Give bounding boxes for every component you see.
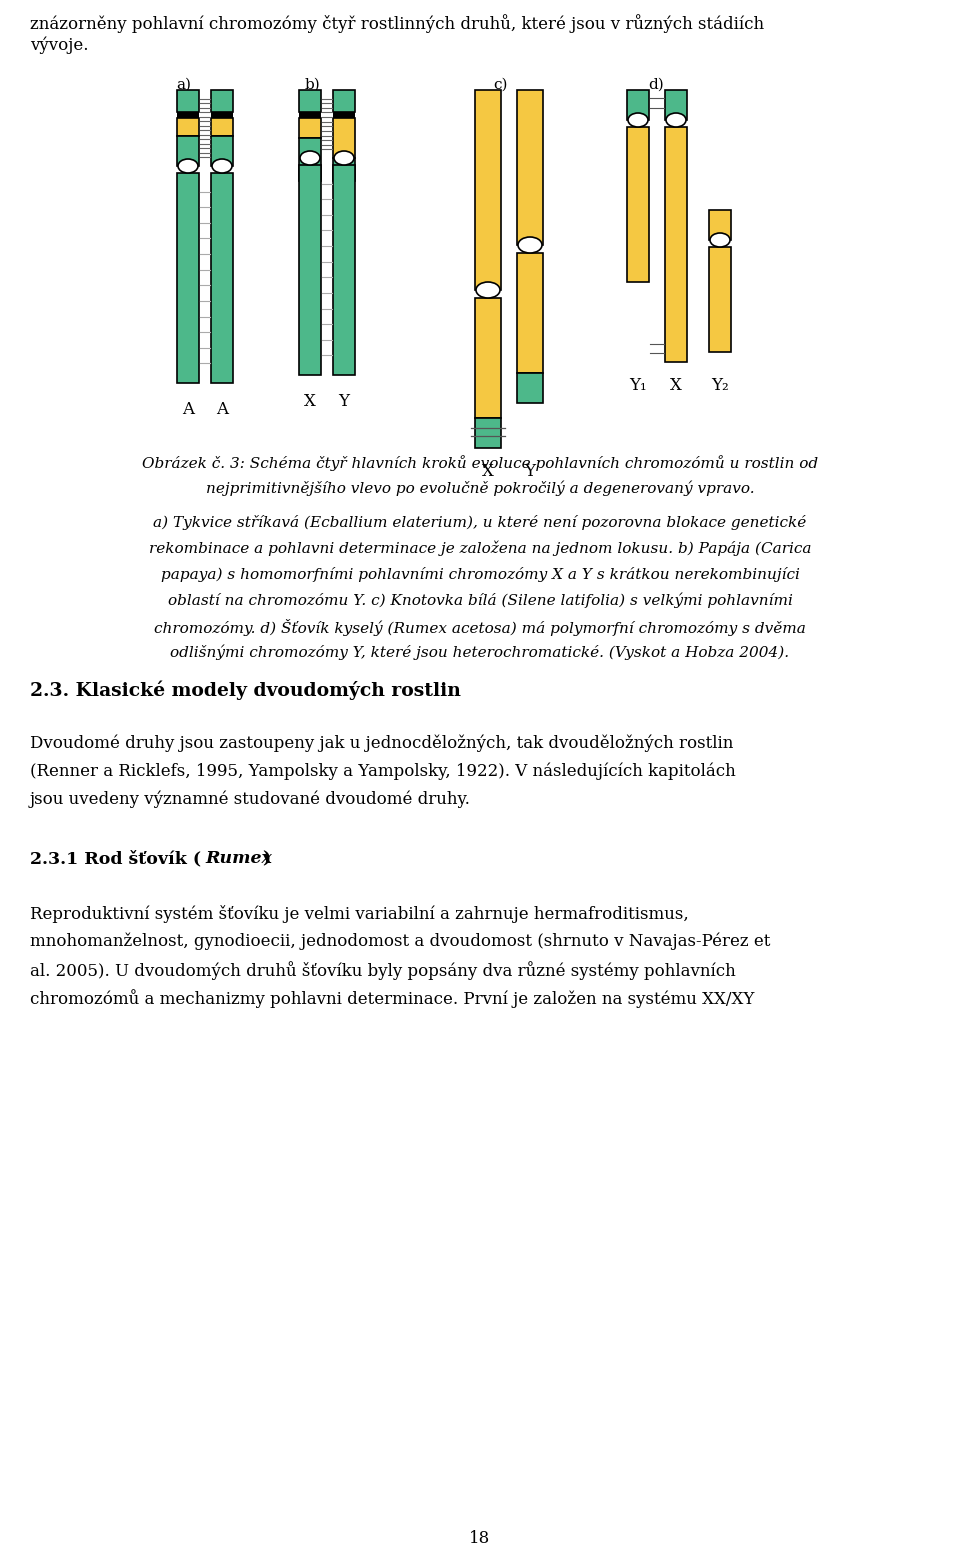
Bar (299, 113, 321, 117)
Text: a) Tykvice stříkavá (Ecballium elaterium), u které není pozorovna blokace geneti: a) Tykvice stříkavá (Ecballium elaterium… (154, 514, 806, 530)
Text: (Renner a Ricklefs, 1995, Yampolsky a Yampolsky, 1922). V následujících kapitolá: (Renner a Ricklefs, 1995, Yampolsky a Ya… (30, 763, 735, 780)
Bar (299, 138, 321, 181)
Bar (333, 91, 355, 113)
Text: oblastí na chromozómu Y. c) Knotovka bílá (Silene latifolia) s velkými pohlavním: oblastí na chromozómu Y. c) Knotovka bíl… (168, 592, 792, 608)
Bar (665, 127, 687, 363)
Text: X: X (670, 377, 682, 394)
Text: d): d) (648, 78, 663, 92)
Text: chromozómů a mechanizmy pohlavni determinace. První je založen na systému XX/XY: chromozómů a mechanizmy pohlavni determi… (30, 989, 755, 1008)
Bar (211, 117, 233, 136)
Bar (709, 247, 731, 352)
Ellipse shape (518, 238, 542, 253)
Text: Rumex: Rumex (205, 850, 272, 867)
Text: nejprimitivnějšího vlevo po evolučně pokročilý a degenerovaný vpravo.: nejprimitivnějšího vlevo po evolučně pok… (205, 481, 755, 497)
Bar (517, 374, 543, 403)
Text: Y₂: Y₂ (711, 377, 729, 394)
Text: Reproduktivní systém šťovíku je velmi variabilní a zahrnuje hermafroditismus,: Reproduktivní systém šťovíku je velmi va… (30, 905, 688, 924)
Bar (709, 209, 731, 241)
Text: Dvoudomé druhy jsou zastoupeny jak u jednocděložných, tak dvouděložných rostlin: Dvoudomé druhy jsou zastoupeny jak u jed… (30, 735, 733, 752)
Bar (333, 113, 355, 117)
Bar (665, 91, 687, 120)
Text: Y: Y (524, 463, 536, 480)
Bar (517, 91, 543, 245)
Text: znázorněny pohlavní chromozómy čtyř rostlinných druhů, které jsou v různých stád: znázorněny pohlavní chromozómy čtyř rost… (30, 14, 764, 33)
Text: 18: 18 (469, 1530, 491, 1547)
Bar (475, 91, 501, 291)
Text: 2.3.1 Rod šťovík (: 2.3.1 Rod šťovík ( (30, 850, 202, 867)
Text: chromozómy. d) Šťovík kyselý (Rumex acetosa) má polymorfní chromozómy s dvěma: chromozómy. d) Šťovík kyselý (Rumex acet… (154, 619, 806, 636)
Bar (627, 91, 649, 120)
Text: 2.3. Klasické modely dvoudomých rostlin: 2.3. Klasické modely dvoudomých rostlin (30, 680, 461, 700)
Text: papaya) s homomorfními pohlavními chromozómy X a Y s krátkou nerekombinujíci: papaya) s homomorfními pohlavními chromo… (160, 567, 800, 581)
Text: Obrázek č. 3: Schéma čtyř hlavních kroků evoluce pohlavních chromozómů u rostlin: Obrázek č. 3: Schéma čtyř hlavních kroků… (142, 455, 818, 470)
Ellipse shape (212, 159, 232, 173)
Bar (627, 127, 649, 281)
Bar (475, 299, 501, 417)
Bar (177, 136, 199, 166)
Bar (299, 91, 321, 113)
Text: mnohomanželnost, gynodioecii, jednodomost a dvoudomost (shrnuto v Navajas-Pérez : mnohomanželnost, gynodioecii, jednodomos… (30, 933, 770, 950)
Bar (211, 91, 233, 113)
Text: al. 2005). U dvoudomých druhů šťovíku byly popsány dva různé systémy pohlavních: al. 2005). U dvoudomých druhů šťovíku by… (30, 961, 735, 980)
Bar (333, 158, 355, 181)
Bar (333, 166, 355, 375)
Ellipse shape (476, 281, 500, 299)
Bar (517, 253, 543, 374)
Ellipse shape (666, 113, 686, 127)
Bar (211, 113, 233, 117)
Text: b): b) (305, 78, 321, 92)
Ellipse shape (334, 152, 354, 166)
Text: X: X (482, 463, 494, 480)
Text: odlišnými chromozómy Y, které jsou heterochromatické. (Vyskot a Hobza 2004).: odlišnými chromozómy Y, které jsou heter… (171, 646, 789, 661)
Text: X: X (304, 392, 316, 410)
Bar (333, 117, 355, 158)
Ellipse shape (710, 233, 730, 247)
Text: jsou uvedeny významné studované dvoudomé druhy.: jsou uvedeny významné studované dvoudomé… (30, 791, 470, 808)
Bar (475, 417, 501, 449)
Bar (177, 117, 199, 136)
Text: Y: Y (339, 392, 349, 410)
Text: A: A (182, 402, 194, 417)
Ellipse shape (628, 113, 648, 127)
Bar (299, 166, 321, 375)
Text: Y₁: Y₁ (629, 377, 647, 394)
Text: c): c) (493, 78, 508, 92)
Bar (177, 91, 199, 113)
Text: rekombinace a pohlavni determinace je založena na jednom lokusu. b) Papája (Cari: rekombinace a pohlavni determinace je za… (149, 541, 811, 556)
Bar (299, 117, 321, 138)
Bar (177, 113, 199, 117)
Ellipse shape (300, 152, 320, 166)
Text: vývoje.: vývoje. (30, 36, 88, 53)
Bar (211, 173, 233, 383)
Text: a): a) (176, 78, 191, 92)
Bar (177, 173, 199, 383)
Ellipse shape (178, 159, 198, 173)
Bar (211, 136, 233, 166)
Text: ): ) (262, 850, 270, 867)
Text: A: A (216, 402, 228, 417)
